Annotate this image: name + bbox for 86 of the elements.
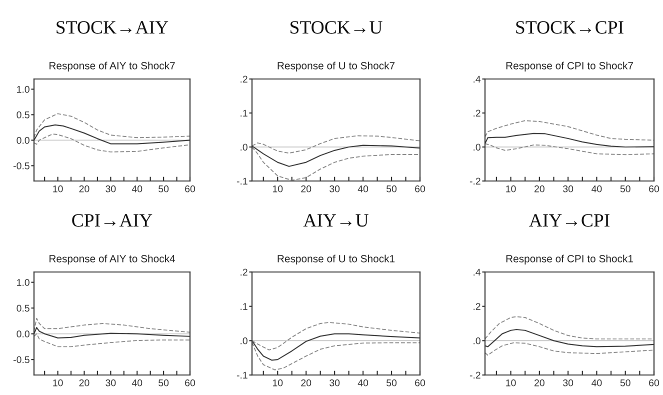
x-tick-label: 20: [534, 185, 544, 192]
y-tick-label: 1.0: [17, 86, 30, 93]
x-tick-label: 10: [53, 185, 63, 192]
x-tick-label: 60: [649, 185, 660, 192]
y-tick-label: 0.0: [16, 136, 30, 144]
y-tick-label: 0.0: [16, 330, 30, 338]
y-tick-label: -.1: [236, 178, 248, 185]
y-tick-label: 0.5: [16, 111, 30, 118]
y-tick-label: .0: [474, 337, 480, 344]
x-tick-label: 50: [386, 185, 397, 192]
x-tick-label: 60: [415, 185, 426, 192]
y-tick-label: -0.5: [14, 162, 30, 170]
y-tick-label: .2: [474, 110, 480, 117]
y-tick-label: 0.5: [16, 304, 30, 312]
x-tick-label: 40: [132, 185, 142, 192]
x-tick-label: 50: [620, 379, 630, 386]
line-series: [485, 328, 654, 348]
chart-title: CPI→AIY: [72, 214, 152, 227]
y-tick-label: -.2: [470, 372, 480, 379]
line-series: [34, 318, 190, 333]
x-tick-label: 50: [158, 379, 169, 386]
x-tick-label: 60: [185, 185, 196, 192]
y-tick-label: .2: [240, 268, 248, 276]
x-tick-label: 40: [592, 185, 602, 192]
y-tick-label: .1: [240, 110, 248, 117]
x-tick-label: 30: [563, 379, 574, 386]
x-tick-label: 40: [592, 379, 602, 386]
chart-subtitle: Response of CPI to Shock7: [506, 62, 633, 72]
chart-title: STOCK→CPI: [516, 21, 624, 34]
y-tick-label: .0: [240, 144, 248, 151]
line-series: [485, 342, 654, 356]
y-tick-label: .0: [240, 337, 248, 344]
chart-title: AIY→CPI: [529, 214, 610, 227]
line-series: [34, 134, 190, 152]
x-tick-label: 10: [506, 185, 516, 192]
x-tick-label: 30: [563, 185, 574, 192]
x-tick-label: 40: [132, 379, 142, 386]
line-series: [252, 333, 420, 361]
line-series: [34, 113, 190, 138]
x-tick-label: 10: [53, 379, 63, 386]
y-tick-label: .4: [474, 76, 481, 83]
x-tick-label: 10: [272, 185, 283, 192]
line-series: [34, 327, 190, 338]
chart-title: STOCK→U: [290, 21, 382, 34]
chart-subtitle: Response of CPI to Shock1: [506, 254, 633, 264]
x-tick-label: 20: [79, 379, 90, 386]
y-tick-label: 1.0: [17, 279, 30, 286]
x-tick-label: 20: [301, 379, 312, 386]
y-tick-label: .1: [240, 303, 248, 310]
chart-title: AIY→U: [303, 214, 368, 227]
x-tick-label: 30: [106, 379, 116, 386]
line-series: [485, 132, 654, 148]
line-series: [485, 316, 654, 340]
y-tick-label: .2: [474, 303, 480, 310]
line-series: [34, 124, 190, 144]
x-tick-label: 30: [106, 185, 116, 192]
x-tick-label: 40: [358, 185, 368, 192]
y-tick-label: .0: [474, 144, 480, 151]
x-tick-label: 20: [79, 185, 90, 192]
chart-title: STOCK→AIY: [56, 21, 168, 34]
x-tick-label: 10: [506, 379, 516, 386]
x-tick-label: 60: [185, 379, 196, 386]
chart-subtitle: Response of U to Shock7: [278, 62, 395, 72]
y-tick-label: -0.5: [14, 356, 30, 364]
x-tick-label: 10: [272, 379, 283, 386]
x-tick-label: 50: [386, 379, 397, 386]
line-series: [252, 144, 420, 167]
chart-subtitle: Response of U to Shock1: [278, 254, 395, 264]
x-tick-label: 30: [330, 379, 340, 386]
x-tick-label: 40: [358, 379, 368, 386]
x-tick-label: 60: [649, 379, 660, 386]
y-tick-label: .2: [240, 76, 248, 83]
x-tick-label: 60: [415, 379, 426, 386]
line-series: [34, 333, 190, 348]
chart-subtitle: Response of AIY to Shock4: [50, 254, 176, 264]
x-tick-label: 20: [534, 379, 544, 386]
y-tick-label: .4: [474, 268, 481, 276]
line-series: [485, 120, 654, 141]
y-tick-label: -.2: [470, 178, 480, 185]
line-series: [485, 143, 654, 156]
x-tick-label: 50: [620, 185, 630, 192]
x-tick-label: 20: [301, 185, 312, 192]
x-tick-label: 50: [158, 185, 169, 192]
y-tick-label: -.1: [236, 372, 248, 379]
chart-subtitle: Response of AIY to Shock7: [50, 62, 175, 72]
x-tick-label: 30: [330, 185, 340, 192]
